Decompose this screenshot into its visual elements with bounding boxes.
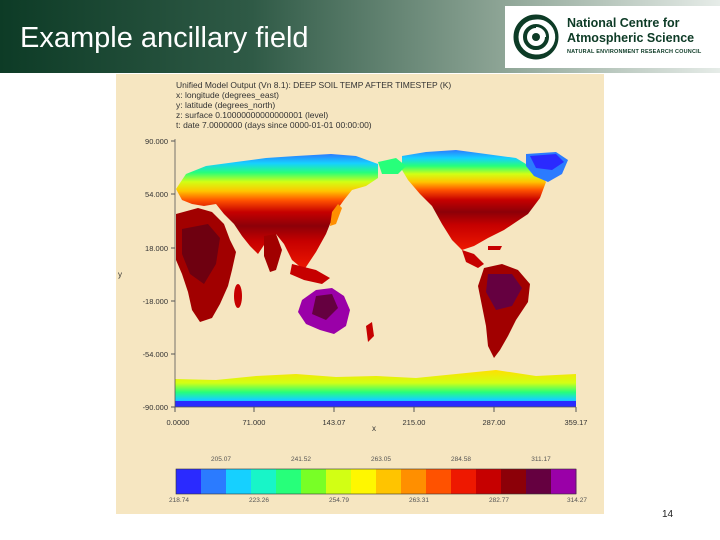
x-tick-label: 143.07 (322, 418, 346, 427)
india-land (264, 234, 282, 272)
colorbar-swatch (226, 469, 252, 494)
colorbar-swatch (351, 469, 377, 494)
plot-metadata-line: z: surface 0.10000000000000001 (level) (176, 110, 329, 120)
indonesia-land (290, 264, 330, 284)
soil-temperature-map (171, 139, 577, 495)
colorbar-swatch (251, 469, 277, 494)
y-tick-marks (171, 140, 175, 408)
y-tick-label: 90.000 (145, 137, 168, 146)
caribbean-land (488, 246, 502, 250)
ncas-logo: National Centre for Atmospheric Science … (505, 6, 720, 68)
colorbar-bottom-label: 254.79 (329, 497, 349, 504)
colorbar-swatch (526, 469, 552, 494)
colorbar-bottom-label: 263.31 (409, 497, 429, 504)
logo-line-1: National Centre for (567, 16, 680, 30)
colorbar-top-label: 241.52 (291, 456, 311, 463)
colorbar (175, 468, 577, 495)
logo-line-2: Atmospheric Science (567, 31, 695, 45)
y-tick-label: -90.000 (142, 403, 168, 412)
madagascar-land (234, 284, 242, 308)
x-tick-label: 359.17 (564, 418, 588, 427)
greenland-interior (530, 154, 564, 170)
new-zealand-land (366, 322, 374, 342)
plot-metadata-line: Unified Model Output (Vn 8.1): DEEP SOIL… (176, 80, 452, 90)
plot-metadata-line: x: longitude (degrees_east) (176, 90, 280, 100)
colorbar-swatch (201, 469, 227, 494)
colorbar-swatch (376, 469, 402, 494)
y-tick-label: -18.000 (142, 297, 168, 306)
y-tick-label: 54.000 (145, 190, 168, 199)
colorbar-bottom-label: 218.74 (169, 497, 189, 504)
colorbar-frame (175, 468, 577, 495)
colorbar-bottom-label: 223.26 (249, 497, 269, 504)
colorbar-swatch (451, 469, 477, 494)
page-number: 14 (662, 509, 674, 520)
x-axis-label: x (372, 424, 376, 433)
colorbar-swatch (301, 469, 327, 494)
north-america-land (402, 150, 546, 250)
bering-region-land (378, 158, 406, 174)
ncas-swirl-logo-icon (513, 14, 559, 60)
colorbar-bottom-label: 282.77 (489, 497, 509, 504)
x-tick-label: 287.00 (482, 418, 506, 427)
logo-line-3: NATURAL ENVIRONMENT RESEARCH COUNCIL (567, 49, 702, 55)
eurasia-land (176, 154, 378, 270)
plot-panel: Unified Model Output (Vn 8.1): DEEP SOIL… (116, 74, 604, 514)
slide-title: Example ancillary field (20, 22, 309, 54)
africa-interior (182, 224, 220, 284)
australia-interior (312, 294, 338, 320)
x-tick-label: 71.000 (242, 418, 266, 427)
colorbar-swatch (326, 469, 352, 494)
colorbar-swatch (551, 469, 577, 494)
colorbar-swatch (176, 469, 202, 494)
amazon-interior (486, 274, 522, 310)
colorbar-swatch (426, 469, 452, 494)
colorbar-top-label: 284.58 (451, 456, 471, 463)
colorbar-swatch (501, 469, 527, 494)
y-axis-label: y (118, 270, 122, 279)
plot-metadata-line: y: latitude (degrees_north) (176, 100, 276, 110)
x-tick-label: 215.00 (402, 418, 426, 427)
central-america-land (462, 250, 484, 268)
colorbar-swatch (276, 469, 302, 494)
antarctica-edge (175, 401, 576, 407)
colorbar-top-label: 311.17 (531, 456, 551, 463)
x-tick-label: 0.0000 (166, 418, 190, 427)
colorbar-top-label: 205.07 (211, 456, 231, 463)
japan-land (330, 204, 342, 226)
colorbar-bottom-label: 314.27 (567, 497, 587, 504)
plot-metadata-line: t: date 7.0000000 (days since 0000-01-01… (176, 120, 372, 130)
antarctica-land (175, 370, 576, 407)
colorbar-swatch (476, 469, 502, 494)
colorbar-swatch (401, 469, 427, 494)
x-tick-marks (174, 407, 577, 412)
y-tick-label: -54.000 (142, 350, 168, 359)
colorbar-top-label: 263.05 (371, 456, 391, 463)
header-bar: Example ancillary field National Centre … (0, 0, 720, 73)
y-tick-label: 18.000 (145, 244, 168, 253)
